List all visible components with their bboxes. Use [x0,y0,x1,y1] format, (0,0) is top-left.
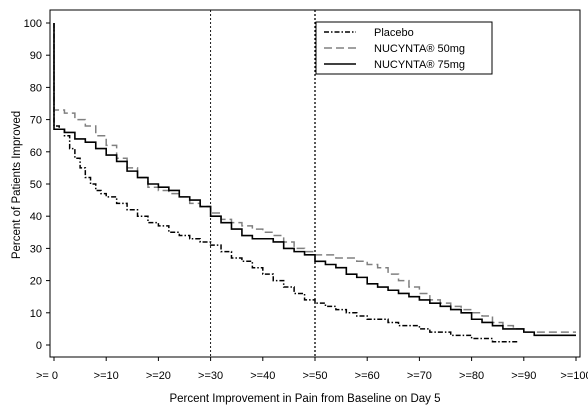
y-tick-label: 30 [30,243,42,255]
x-axis-title: Percent Improvement in Pain from Baselin… [169,393,440,405]
x-tick-label: >= 0 [36,370,58,382]
series-layer [53,23,576,343]
x-tick-label: >=80 [459,370,484,382]
x-tick-label: >=60 [355,370,380,382]
x-tick-label: >=90 [511,370,536,382]
y-tick-label: 0 [36,340,42,352]
y-tick-label: 50 [30,179,42,191]
legend-box [315,21,493,75]
x-tick-label: >=10 [94,370,119,382]
legend: Placebo NUCYNTA® 50mg NUCYNTA® 75mg [315,21,493,75]
series-line-placebo [53,23,519,343]
y-axis-title: Percent of Patients Improved [11,111,23,259]
y-axis-ticks: 0 10 20 30 40 50 60 70 80 90 100 [24,18,50,352]
y-tick-label: 80 [30,82,42,94]
x-tick-label: >=70 [407,370,432,382]
y-tick-label: 10 [30,308,42,320]
series-line-nucynta-75mg [53,23,576,337]
x-tick-label: >=30 [198,370,223,382]
y-tick-label: 60 [30,147,42,159]
x-tick-label: >=40 [250,370,275,382]
y-tick-label: 70 [30,115,42,127]
reference-lines [210,10,316,357]
y-tick-label: 20 [30,276,42,288]
legend-label-nucynta-50mg: NUCYNTA® 50mg [374,43,465,55]
x-tick-label: >=20 [146,370,171,382]
legend-label-placebo: Placebo [374,27,414,39]
legend-label-nucynta-75mg: NUCYNTA® 75mg [374,59,465,71]
x-axis-ticks: >= 0 >=10 >=20 >=30 >=40 >=50 >=60 >=70 >=80 >=90… [36,357,588,382]
y-tick-label: 90 [30,50,42,62]
y-tick-label: 100 [24,18,42,30]
x-tick-label: >=100 [560,370,588,382]
y-tick-label: 40 [30,211,42,223]
x-tick-label: >=50 [302,370,327,382]
